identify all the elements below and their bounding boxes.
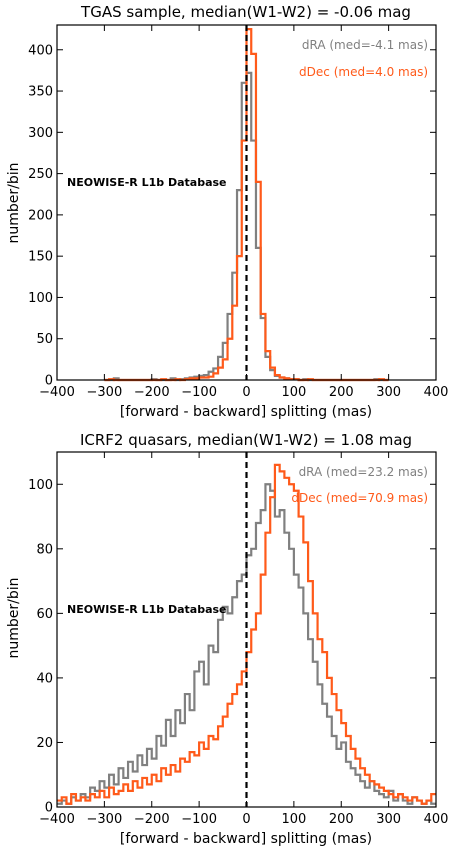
x-tick-label: 400 bbox=[424, 812, 449, 827]
y-tick-label: 0 bbox=[45, 374, 53, 389]
legend-entry-ddec: dDec (med=70.9 mas) bbox=[291, 491, 428, 505]
x-tick-label: −200 bbox=[134, 812, 170, 827]
y-tick-label: 0 bbox=[45, 801, 53, 816]
y-tick-label: 200 bbox=[28, 208, 53, 223]
legend-entry-dra: dRA (med=-4.1 mas) bbox=[302, 38, 428, 52]
x-tick-label: −100 bbox=[181, 812, 217, 827]
x-tick-label: 300 bbox=[376, 385, 401, 400]
database-annotation: NEOWISE-R L1b Database bbox=[67, 176, 227, 189]
x-tick-label: −100 bbox=[181, 385, 217, 400]
database-annotation: NEOWISE-R L1b Database bbox=[67, 603, 227, 616]
legend-entry-ddec: dDec (med=4.0 mas) bbox=[299, 65, 428, 79]
y-tick-label: 350 bbox=[28, 85, 53, 100]
x-tick-label: 100 bbox=[281, 385, 306, 400]
x-tick-label: 0 bbox=[242, 812, 250, 827]
x-tick-label: −400 bbox=[39, 385, 75, 400]
y-tick-label: 20 bbox=[36, 736, 53, 751]
chart-title: ICRF2 quasars, median(W1-W2) = 1.08 mag bbox=[80, 431, 412, 449]
x-tick-label: 0 bbox=[242, 385, 250, 400]
y-axis-label: number/bin bbox=[6, 577, 22, 658]
y-tick-label: 150 bbox=[28, 250, 53, 265]
x-tick-label: 100 bbox=[281, 812, 306, 827]
x-axis-label: [forward - backward] splitting (mas) bbox=[120, 831, 372, 847]
histogram-panel-bottom: ICRF2 quasars, median(W1-W2) = 1.08 mag … bbox=[6, 431, 448, 847]
y-tick-label: 50 bbox=[36, 332, 53, 347]
x-axis-label: [forward - backward] splitting (mas) bbox=[120, 404, 372, 420]
x-tick-label: 300 bbox=[376, 812, 401, 827]
x-tick-label: −300 bbox=[87, 812, 123, 827]
y-tick-label: 60 bbox=[36, 607, 53, 622]
histogram-panel-top: TGAS sample, median(W1-W2) = -0.06 mag −… bbox=[6, 3, 448, 420]
chart-title: TGAS sample, median(W1-W2) = -0.06 mag bbox=[80, 3, 411, 21]
y-tick-label: 400 bbox=[28, 43, 53, 58]
x-tick-label: −300 bbox=[87, 385, 123, 400]
x-tick-label: 200 bbox=[329, 812, 354, 827]
legend-entry-dra: dRA (med=23.2 mas) bbox=[299, 465, 428, 479]
y-tick-label: 250 bbox=[28, 167, 53, 182]
y-tick-label: 100 bbox=[28, 291, 53, 306]
y-tick-label: 80 bbox=[36, 542, 53, 557]
y-tick-label: 300 bbox=[28, 126, 53, 141]
histogram-series-ddec bbox=[57, 463, 436, 805]
x-tick-label: −400 bbox=[39, 812, 75, 827]
x-tick-label: −200 bbox=[134, 385, 170, 400]
y-axis-label: number/bin bbox=[6, 162, 22, 243]
x-tick-label: 200 bbox=[329, 385, 354, 400]
y-tick-label: 100 bbox=[28, 478, 53, 493]
y-tick-label: 40 bbox=[36, 671, 53, 686]
x-tick-label: 400 bbox=[424, 385, 449, 400]
